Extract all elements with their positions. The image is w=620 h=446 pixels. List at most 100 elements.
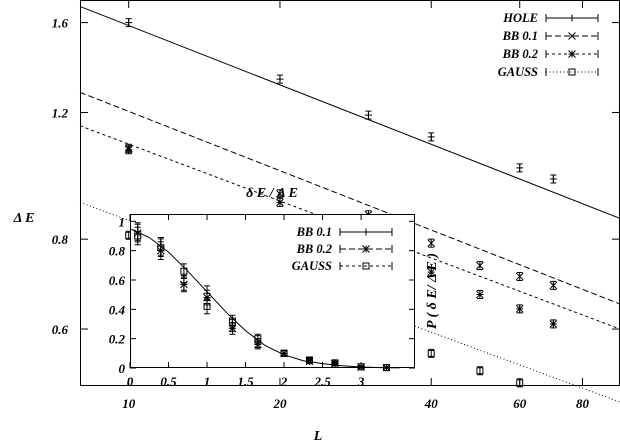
- inset-legend-label: GAUSS: [292, 259, 332, 273]
- inset-x-tick-label: 0: [127, 374, 134, 389]
- data-point: [427, 349, 435, 357]
- data-point: [125, 19, 133, 27]
- error-bar: [306, 357, 313, 363]
- x-tick-label: 80: [576, 396, 590, 411]
- data-point: [203, 302, 211, 310]
- legend-marker: [568, 50, 576, 58]
- inset-series-gauss: [134, 226, 390, 372]
- error-bar: [157, 238, 164, 258]
- inset-background: [130, 214, 415, 368]
- data-point: [203, 293, 211, 302]
- error-bar: [331, 360, 338, 366]
- x-tick-label: 20: [272, 396, 287, 411]
- x-tick-label: 60: [513, 396, 527, 411]
- inset-y-tick-label: 0.8: [109, 244, 126, 259]
- legend-marker: [568, 68, 576, 76]
- data-point: [134, 232, 142, 240]
- data-point: [157, 244, 165, 252]
- legend-label: GAUSS: [498, 65, 538, 79]
- inset-x-tick-label: 0.5: [160, 374, 177, 389]
- legend-error-cap: [545, 14, 599, 22]
- inset-y-tick-label: 1: [119, 214, 126, 229]
- data-point: [364, 111, 372, 119]
- error-bar: [180, 263, 187, 280]
- inset-y-tick-label: 0.2: [109, 332, 126, 347]
- data-point: [276, 198, 284, 207]
- x-tick-label: 10: [122, 396, 136, 411]
- legend-label: BB 0.1: [502, 29, 538, 43]
- data-point: [549, 175, 557, 183]
- inset-x-tick-label: 3: [357, 374, 365, 389]
- data-point: [228, 324, 237, 333]
- inset-x-tick-label: 1: [204, 374, 211, 389]
- legend-error-cap: [545, 50, 599, 58]
- inset-frame: [130, 214, 415, 368]
- data-point: [228, 317, 236, 325]
- inset-y-axis-label: P ( δ E/ Δ E ): [425, 253, 440, 329]
- data-point: [276, 75, 284, 83]
- error-bar: [204, 298, 211, 315]
- inset-legend-marker: [362, 228, 370, 236]
- inset-legend-error-cap: [339, 262, 393, 270]
- data-point: [180, 267, 188, 275]
- inset-legend-label: BB 0.1: [296, 225, 332, 239]
- data-point: [427, 133, 435, 141]
- inset-y-tick-label: 0: [119, 361, 126, 376]
- data-point: [476, 290, 484, 299]
- data-point: [476, 261, 484, 270]
- legend-label: BB 0.2: [502, 47, 538, 61]
- y-tick-label: 0.8: [52, 232, 69, 247]
- legend-error-cap: [545, 68, 599, 76]
- data-point: [357, 363, 365, 371]
- y-axis-label: Δ E: [13, 211, 35, 226]
- inset-legend-marker: [362, 262, 370, 270]
- inset-x-tick-label: 2.5: [313, 374, 331, 389]
- data-point: [280, 349, 288, 357]
- inset-legend-error-cap: [339, 228, 393, 236]
- error-bar: [358, 365, 365, 369]
- data-point: [180, 280, 188, 289]
- inset-legend-label: BB 0.2: [296, 242, 332, 256]
- fit-line: [79, 91, 620, 305]
- fit-line: [79, 5, 620, 219]
- inset-legend-marker: [362, 245, 370, 253]
- inset-legend-error-cap: [339, 245, 393, 253]
- y-tick-label: 1.6: [52, 16, 69, 31]
- error-bar: [134, 226, 141, 246]
- data-point: [383, 364, 390, 372]
- data-point: [254, 335, 262, 343]
- legend-error-cap: [545, 32, 599, 40]
- x-axis-label: L: [313, 429, 323, 444]
- data-point: [549, 281, 558, 290]
- data-point: [515, 272, 524, 281]
- data-point: [305, 356, 313, 364]
- series-hole: [79, 5, 620, 219]
- data-point: [476, 367, 484, 375]
- inset-x-tick-label: 2: [280, 374, 288, 389]
- data-point: [427, 239, 436, 247]
- inset-title: δ E / Δ E: [246, 186, 298, 201]
- data-point: [516, 379, 524, 387]
- inset-y-tick-label: 0.4: [109, 302, 126, 317]
- data-point: [276, 189, 284, 198]
- legend-marker: [568, 14, 576, 22]
- y-tick-label: 1.2: [52, 105, 69, 120]
- data-point: [124, 145, 133, 154]
- inset-fit-curve: [129, 228, 400, 369]
- inset-y-tick-label: 0.6: [109, 273, 126, 288]
- data-point: [254, 340, 262, 349]
- inset-chart: 0 0.5 1 1.5 2 2.5 3 0 0.2 0.4 0.6 0.8 1 δ E / Δ E P ( …: [109, 186, 440, 389]
- inset-x-tick-label: 1.5: [237, 374, 254, 389]
- data-point: [516, 164, 524, 172]
- data-point: [549, 320, 558, 328]
- data-point: [515, 305, 524, 313]
- y-tick-label: 0.6: [52, 322, 69, 337]
- legend-label: HOLE: [502, 11, 538, 25]
- legend-marker: [568, 32, 576, 40]
- error-bar: [383, 366, 390, 369]
- data-point: [331, 359, 339, 367]
- error-bar: [229, 314, 236, 328]
- x-tick-label: 40: [424, 396, 439, 411]
- data-point: [427, 268, 436, 276]
